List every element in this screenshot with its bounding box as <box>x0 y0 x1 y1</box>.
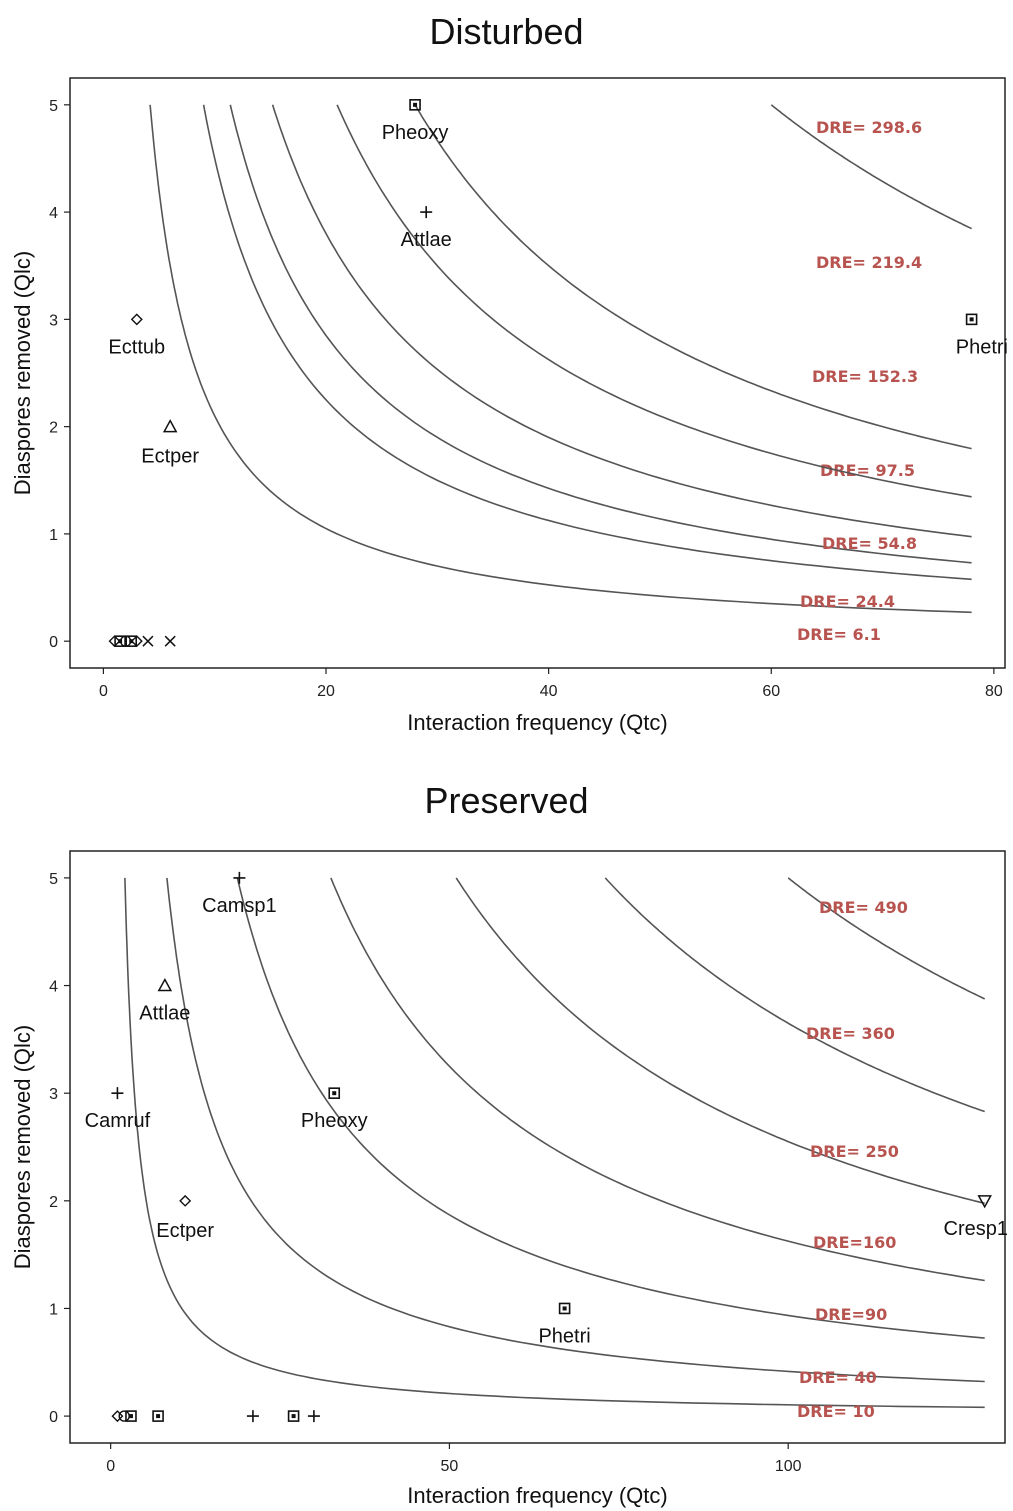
isoline-curve <box>124 877 985 1409</box>
point-label: Pheoxy <box>301 1110 368 1132</box>
data-point-camsp1 <box>233 871 246 884</box>
point-label: Ecttub <box>108 336 165 358</box>
plot-frame <box>69 77 1006 669</box>
isoline-curve <box>229 104 972 564</box>
data-point <box>114 635 126 647</box>
y-tick-label: 4 <box>49 979 58 996</box>
data-point <box>152 1410 164 1422</box>
isoline-label: DRE= 298.6 <box>816 118 922 137</box>
y-tick-label: 2 <box>49 420 58 437</box>
point-label: Camsp1 <box>202 895 276 917</box>
isoline-curve <box>414 104 972 450</box>
point-label: Attlae <box>139 1003 190 1025</box>
isoline-label: DRE=160 <box>813 1233 896 1252</box>
data-point-cresp1 <box>977 1195 992 1209</box>
data-point <box>125 1410 137 1422</box>
data-point-ectper <box>162 419 178 433</box>
data-point-pheoxy <box>409 99 421 111</box>
isoline-curve <box>330 877 985 1282</box>
x-tick-label: 0 <box>99 683 108 700</box>
isoline-curve <box>787 877 986 1000</box>
x-tick-label: 50 <box>441 1458 459 1475</box>
point-label: Phetri <box>956 336 1008 358</box>
x-tick-label: 0 <box>106 1458 115 1475</box>
data-point <box>111 1410 124 1423</box>
data-point <box>307 1410 320 1423</box>
isoline-curve <box>236 877 985 1339</box>
isoline-label: DRE= 219.4 <box>816 253 922 272</box>
data-point <box>125 635 138 647</box>
isoline-label: DRE= 6.1 <box>797 625 881 644</box>
point-label: Pheoxy <box>382 122 449 144</box>
y-tick-label: 0 <box>49 1409 58 1426</box>
x-tick-label: 80 <box>985 683 1003 700</box>
isoline-curve <box>604 877 985 1113</box>
isoline-label: DRE= 490 <box>819 898 908 917</box>
data-point-camruf <box>111 1087 124 1100</box>
y-tick-label: 3 <box>49 312 58 329</box>
chart-svg: Preserved 0 50 100 0 1 2 3 4 5 Interaction frequen… <box>10 780 1008 1508</box>
y-tick-label: 0 <box>49 634 58 651</box>
x-tick-label: 20 <box>317 683 335 700</box>
isoline-curve <box>166 877 985 1383</box>
isoline-label: DRE= 97.5 <box>820 461 915 480</box>
chart-preserved: Preserved 0 50 100 0 1 2 3 4 5 Interaction frequen… <box>0 775 1013 1511</box>
data-point <box>142 635 154 647</box>
y-axis-title: Diaspores removed (Qlc) <box>10 1025 35 1270</box>
isoline-curve <box>770 104 972 230</box>
isoline-label: DRE= 250 <box>810 1142 899 1161</box>
data-point <box>130 635 143 648</box>
isoline-label: DRE= 10 <box>797 1402 875 1421</box>
point-label: Attlae <box>401 229 452 251</box>
x-axis-title: Interaction frequency (Qtc) <box>407 710 667 735</box>
data-point-phetri <box>965 313 978 326</box>
data-point-pheoxy <box>328 1087 341 1099</box>
isoline-curve <box>149 104 972 614</box>
data-point-phetri <box>558 1302 571 1315</box>
data-point <box>164 635 176 647</box>
y-tick-label: 4 <box>49 205 58 222</box>
data-point <box>287 1410 300 1422</box>
data-point-ectper <box>179 1194 192 1207</box>
point-label: Cresp1 <box>944 1218 1008 1240</box>
isoline-curve <box>455 877 985 1205</box>
data-point-attlae <box>420 206 433 219</box>
chart-title: Preserved <box>424 780 588 821</box>
point-label: Phetri <box>538 1325 590 1347</box>
isoline-curve <box>336 104 972 498</box>
plot-frame <box>69 850 1006 1444</box>
data-point-attlae <box>157 977 173 992</box>
y-tick-label: 5 <box>49 98 58 115</box>
isoline-label: DRE= 40 <box>799 1368 877 1387</box>
x-tick-label: 60 <box>762 683 780 700</box>
data-point-ecttub <box>130 313 143 326</box>
y-tick-label: 5 <box>49 871 58 888</box>
chart-svg: Disturbed 0 20 40 60 80 0 1 2 3 4 5 Interaction freq… <box>10 11 1008 735</box>
chart-title: Disturbed <box>429 11 583 52</box>
point-label: Ectper <box>156 1220 214 1242</box>
point-label: Camruf <box>85 1110 151 1132</box>
isoline-label: DRE=90 <box>815 1305 887 1324</box>
x-tick-label: 40 <box>540 683 558 700</box>
y-tick-label: 2 <box>49 1194 58 1211</box>
isoline-curve <box>271 104 972 538</box>
data-point <box>246 1410 259 1423</box>
isoline-curve <box>202 104 972 581</box>
isoline-label: DRE= 54.8 <box>822 534 917 553</box>
isoline-label: DRE= 24.4 <box>800 592 895 611</box>
point-label: Ectper <box>141 446 199 468</box>
y-tick-label: 1 <box>49 527 58 544</box>
data-point <box>118 1410 130 1422</box>
x-tick-label: 100 <box>775 1458 802 1475</box>
isoline-label: DRE= 152.3 <box>812 367 918 386</box>
y-tick-label: 3 <box>49 1086 58 1103</box>
y-tick-label: 1 <box>49 1301 58 1318</box>
y-axis-title: Diaspores removed (Qlc) <box>10 251 35 496</box>
x-axis-title: Interaction frequency (Qtc) <box>407 1483 667 1508</box>
isoline-label: DRE= 360 <box>806 1024 895 1043</box>
chart-disturbed: Disturbed 0 20 40 60 80 0 1 2 3 4 5 Interaction freq… <box>0 0 1013 755</box>
